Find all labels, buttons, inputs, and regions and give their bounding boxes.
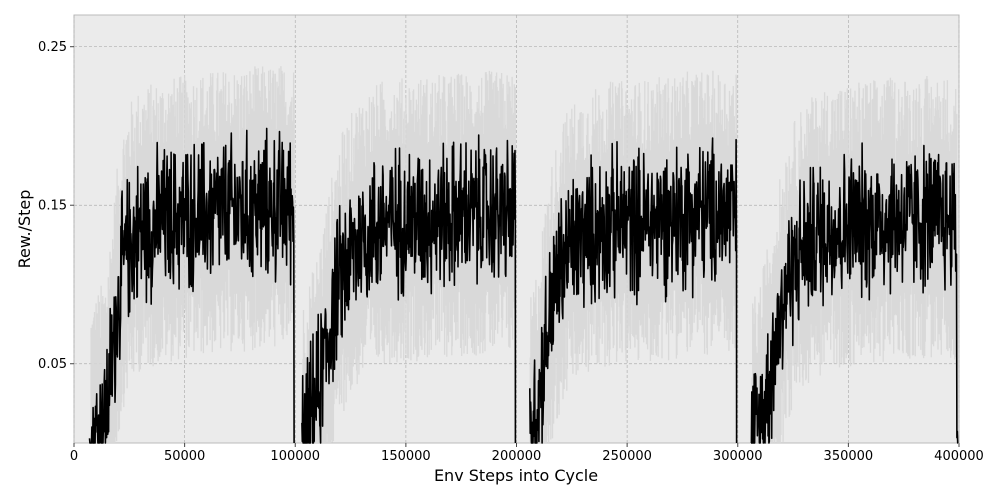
mean-line-cycle-3 <box>529 137 738 444</box>
x-tick-label: 250000 <box>602 449 652 464</box>
series-lines <box>88 127 959 444</box>
x-tick-label: 200000 <box>492 449 542 464</box>
x-tick-label: 0 <box>70 449 78 464</box>
x-tick-label: 350000 <box>824 449 874 464</box>
axis-ticks: 0 50000 100000 150000 200000 250000 300000 3500… <box>38 40 984 464</box>
y-axis-title: Rew./Step <box>15 190 34 269</box>
y-tick-label: 0.25 <box>38 40 67 55</box>
x-tick-label: 100000 <box>270 449 320 464</box>
x-axis-title: Env Steps into Cycle <box>434 466 598 485</box>
x-tick-label: 150000 <box>381 449 431 464</box>
x-tick-label: 300000 <box>713 449 763 464</box>
mean-line-cycle-1 <box>88 127 295 444</box>
mean-line-cycle-2 <box>301 134 517 444</box>
x-tick-label: 50000 <box>164 449 205 464</box>
x-tick-label: 400000 <box>934 449 984 464</box>
y-tick-label: 0.05 <box>38 357 67 372</box>
y-tick-label: 0.15 <box>38 199 67 214</box>
mean-line-cycle-4 <box>750 142 959 444</box>
